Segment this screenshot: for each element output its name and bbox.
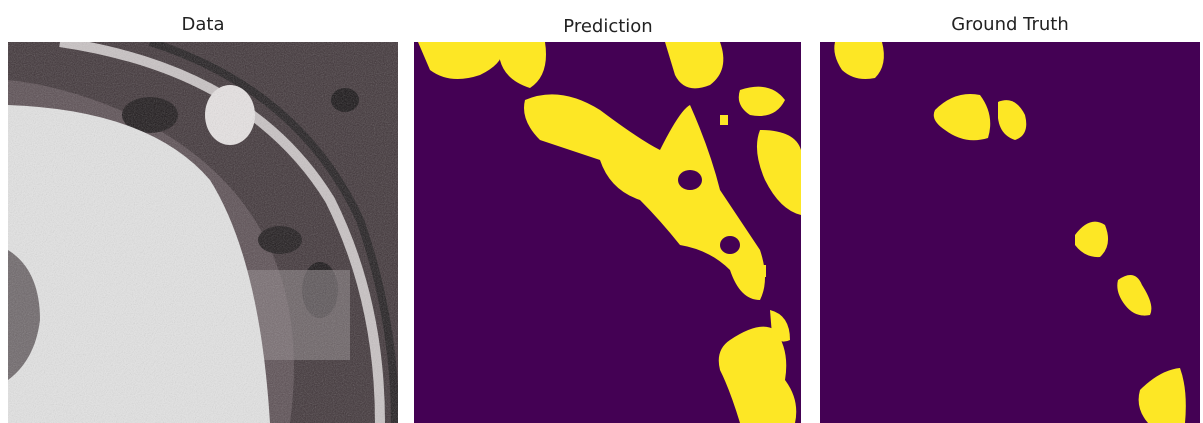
figure: Data Prediction Ground Truth: [0, 0, 1203, 423]
panel-title: Data: [182, 14, 225, 35]
prediction-image: [414, 42, 801, 423]
data-image: [8, 42, 398, 423]
ground-truth-image: [820, 42, 1200, 423]
panel-title: Ground Truth: [951, 14, 1069, 35]
panel-title: Prediction: [563, 16, 652, 37]
